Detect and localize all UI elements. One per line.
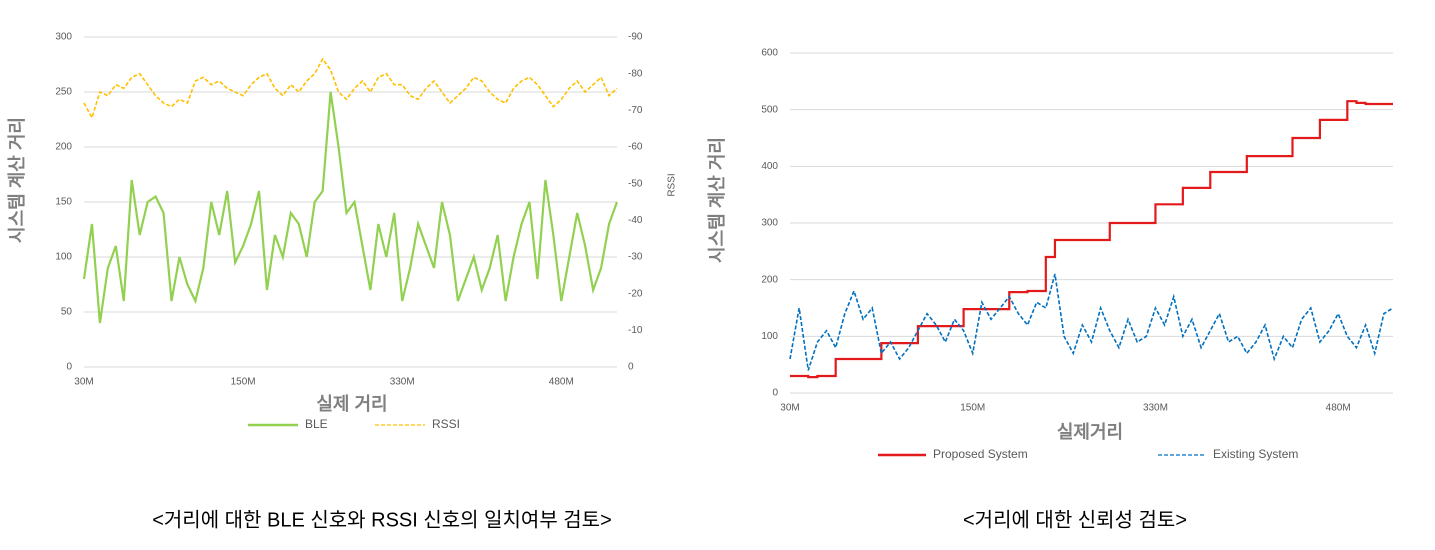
x-tick-label: 150M: [960, 403, 985, 414]
y-tick-label: 150: [55, 197, 72, 208]
y2-tick-label: -70: [628, 105, 643, 116]
caption: <거리에 대한 BLE 신호와 RSSI 신호의 일치여부 검토>: [152, 508, 612, 531]
y-tick-label: 50: [61, 307, 73, 318]
y-tick-label: 300: [55, 32, 72, 43]
y2-tick-label: -60: [628, 142, 643, 153]
series-line: [790, 100, 1393, 379]
y2-tick-label: -80: [628, 68, 643, 79]
x-tick-label: 30M: [780, 403, 799, 414]
y-tick-label: 250: [55, 87, 72, 98]
legend-label: RSSI: [432, 417, 460, 431]
y-tick-label: 0: [772, 388, 778, 399]
series-line: [83, 57, 618, 120]
y-axis-title: 시스템 계산 거리: [7, 117, 27, 243]
series-line: [82, 91, 619, 324]
y-tick-label: 400: [761, 161, 778, 172]
caption: <거리에 대한 신뢰성 검토>: [963, 508, 1187, 531]
y-tick-label: 100: [55, 252, 72, 263]
y-tick-label: 0: [66, 362, 72, 373]
y2-tick-label: 0: [628, 362, 634, 373]
series-line: [789, 273, 1394, 371]
x-tick-label: 480M: [1326, 403, 1351, 414]
y2-tick-label: -50: [628, 178, 643, 189]
x-tick-label: 330M: [1143, 403, 1168, 414]
legend-label: Existing System: [1213, 447, 1298, 461]
y-tick-label: 300: [761, 218, 778, 229]
x-tick-label: 150M: [231, 377, 256, 388]
y-tick-label: 200: [55, 142, 72, 153]
y-tick-label: 500: [761, 104, 778, 115]
legend-label: BLE: [305, 417, 328, 431]
y2-tick-label: -40: [628, 215, 643, 226]
y-tick-label: 100: [761, 331, 778, 342]
y2-tick-label: -30: [628, 252, 643, 263]
y-axis-title: 시스템 계산 거리: [707, 137, 727, 263]
x-tick-label: 330M: [390, 377, 415, 388]
y2-tick-label: -20: [628, 288, 643, 299]
x-tick-label: 30M: [74, 377, 93, 388]
x-axis-title: 실제거리: [1057, 422, 1123, 442]
y2-axis-title: RSSI: [667, 173, 678, 196]
x-tick-label: 480M: [549, 377, 574, 388]
y-tick-label: 600: [761, 48, 778, 59]
y2-tick-label: -10: [628, 325, 643, 336]
x-axis-title: 실제 거리: [316, 394, 387, 414]
y-tick-label: 200: [761, 274, 778, 285]
legend-label: Proposed System: [933, 447, 1028, 461]
y2-tick-label: -90: [628, 32, 643, 43]
